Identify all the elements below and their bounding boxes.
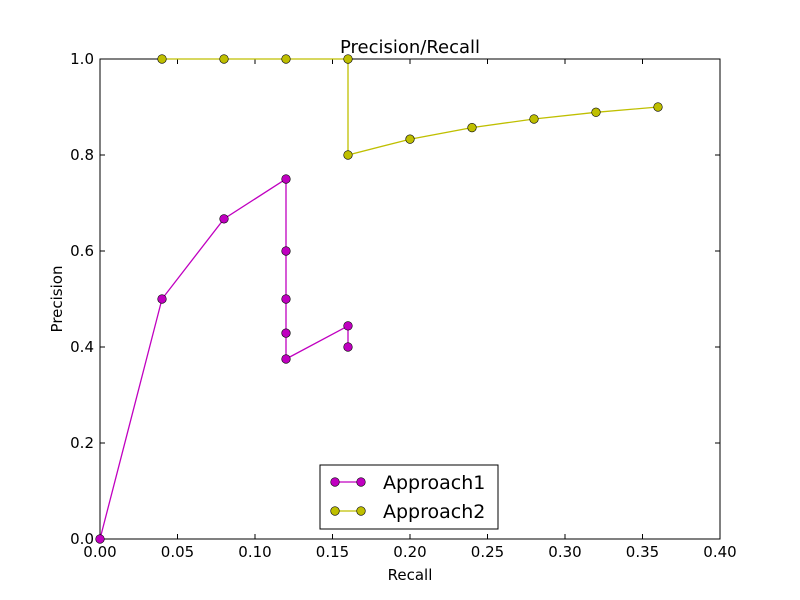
x-tick-label: 0.35	[626, 543, 659, 561]
y-tick-label: 0.0	[70, 530, 94, 548]
legend-label-approach2: Approach2	[383, 501, 485, 523]
x-tick-label: 0.20	[393, 543, 426, 561]
x-tick-label: 0.10	[238, 543, 271, 561]
legend-marker-approach1	[330, 477, 340, 487]
x-tick-label: 0.00	[83, 543, 116, 561]
x-tick-label: 0.40	[703, 543, 736, 561]
y-axis-label: Precision	[48, 266, 66, 333]
data-point-approach2	[343, 150, 353, 160]
legend-frame	[319, 464, 499, 530]
x-tick-label: 0.25	[471, 543, 504, 561]
data-point-approach1	[281, 246, 291, 256]
series-line-approach1	[99, 177, 349, 540]
y-tick-label: 0.8	[70, 146, 94, 164]
y-tick-label: 1.0	[70, 50, 94, 68]
x-axis-label: Recall	[388, 566, 433, 584]
data-point-approach2	[653, 102, 663, 112]
data-point-approach1	[281, 354, 291, 364]
x-tick-label: 0.05	[161, 543, 194, 561]
data-point-approach2	[405, 134, 415, 144]
data-point-approach2	[467, 123, 477, 133]
data-point-approach1	[95, 534, 105, 544]
x-tick-label: 0.30	[548, 543, 581, 561]
data-point-approach1	[281, 294, 291, 304]
data-point-approach1	[281, 328, 291, 338]
legend-marker-approach2	[330, 506, 340, 516]
y-tick-label: 0.4	[70, 338, 94, 356]
data-point-approach2	[343, 54, 353, 64]
series-line-approach2	[162, 58, 659, 156]
data-point-approach2	[157, 54, 167, 64]
y-tick-label: 0.6	[70, 242, 94, 260]
data-point-approach1	[343, 321, 353, 331]
data-point-approach1	[157, 294, 167, 304]
legend-marker-approach2	[356, 506, 366, 516]
data-point-approach2	[219, 54, 229, 64]
y-tick-label: 0.2	[70, 434, 94, 452]
chart-title: Precision/Recall	[340, 37, 480, 58]
data-point-approach1	[343, 342, 353, 352]
data-point-approach1	[219, 214, 229, 224]
legend-marker-approach1	[356, 477, 366, 487]
data-point-approach2	[281, 54, 291, 64]
legend-label-approach1: Approach1	[383, 472, 485, 494]
legend: Approach1 Approach2	[319, 464, 499, 530]
data-point-approach1	[281, 174, 291, 184]
x-tick-label: 0.15	[316, 543, 349, 561]
data-point-approach2	[529, 114, 539, 124]
data-point-approach2	[591, 107, 601, 117]
